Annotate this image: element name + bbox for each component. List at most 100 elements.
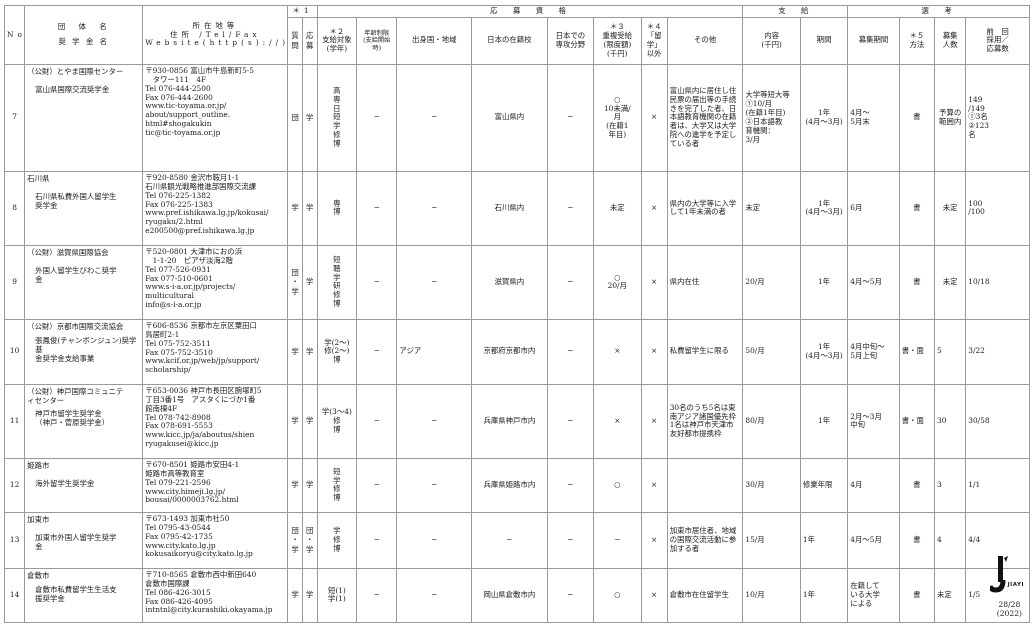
header-kikan: 期間 <box>799 16 849 65</box>
row-no: 13 <box>3 511 26 569</box>
header-org-line2: 奨 学 金 名 <box>58 36 109 46</box>
houhou-cell: 書 <box>898 63 936 172</box>
shusshin-cell: − <box>396 63 473 172</box>
page-footer: 28/28 (2022) <box>996 599 1022 618</box>
address-cell: 〒710-8565 倉敷市西中新田640 倉敷市国際課 Tel 086-426-… <box>142 567 289 623</box>
taisho-cell: 学(3～4) 修 博 <box>316 383 358 459</box>
scholarship-name: 張鳳俊(チャンボンジュン)奨学基 金奨学金支給事業 <box>35 335 137 363</box>
oubo-cell: 学 <box>301 567 318 623</box>
header-shikyu-taisho: ＊２ 支給対象 (学年) <box>316 16 358 65</box>
senkou-cell: − <box>546 383 595 459</box>
oubo-cell: 学 <box>301 318 318 385</box>
org-cell: （公財）神戸国際コミュニテ ィセンター 神戸市留学生奨学金 （神戸・菅原奨学金） <box>24 383 144 459</box>
org-cell: 加東市 加東市外国人留学生奨学 金 <box>24 511 144 569</box>
header-sonota: その他 <box>666 16 744 65</box>
shusshin-cell: − <box>396 244 473 320</box>
row-no: 14 <box>3 567 26 623</box>
shitsumon-cell: 学 <box>287 567 303 623</box>
naiyou-cell: 50/月 <box>742 318 801 385</box>
header-ryugaku: ＊４ 「留学」 以外 <box>640 16 668 65</box>
naiyou-cell: 30/月 <box>742 457 801 513</box>
ryugaku-cell: × <box>640 244 668 320</box>
zenkai-cell: 4/4 <box>965 511 1030 569</box>
ninzu-cell: 3 <box>934 457 967 513</box>
ninzu-cell: 未定 <box>934 244 967 320</box>
row-no: 10 <box>3 318 26 385</box>
sonota-cell: 倉敷市在住留学生 <box>666 567 744 623</box>
nenrei-cell: − <box>356 244 398 320</box>
boshu-kikan-cell: 4月中旬～ 5月上旬 <box>847 318 900 385</box>
boshu-kikan-cell: 6月 <box>847 170 900 246</box>
choufuku-cell: ○ 10未満/ 月 (在籍1 年目) <box>593 63 642 172</box>
row-no: 12 <box>3 457 26 513</box>
choufuku-cell: ○ <box>593 567 642 623</box>
ryugaku-cell: × <box>640 318 668 385</box>
row-no: 8 <box>3 170 26 246</box>
houhou-cell: 書 <box>898 244 936 320</box>
ryugaku-cell: × <box>640 170 668 246</box>
header-org-line1: 団 体 名 <box>57 22 110 32</box>
choufuku-cell: ○ <box>593 457 642 513</box>
sonota-cell: 県内の大学等に入学して1年未満の者 <box>666 170 744 246</box>
choufuku-cell: − <box>593 511 642 569</box>
logo-text: JIAYI <box>1007 582 1024 588</box>
header-address-line2: 住所 /Tel/Fax <box>170 29 261 39</box>
org-name: 倉敷市 <box>27 570 50 580</box>
naiyou-cell: 15/月 <box>742 511 801 569</box>
table-body: 7 （公財）とやま国際センター 富山県国際交流奨学金 〒930-0856 富山市… <box>3 63 1030 623</box>
sonota-cell: 私費留学生に限る <box>666 318 744 385</box>
scholarship-name: 神戸市留学生奨学金 （神戸・菅原奨学金） <box>35 408 110 427</box>
boshu-kikan-cell: 4月～5月 <box>847 244 900 320</box>
table-row: 12 姫路市 海外留学生奨学金 〒670-8501 姫路市安田4-1 姫路市高等… <box>3 457 1030 513</box>
header-shikyu: 支 給 <box>742 5 849 18</box>
kikan-cell: 1年 (4月～3月) <box>799 170 849 246</box>
address-cell: 〒920-8580 金沢市鞍月1-1 石川県観光戦略推進部国際交流課 Tel 0… <box>142 170 289 246</box>
naiyou-cell: 大学等短大等 ①10/月 (在籍1年目) ②日本語教 育機関： 3/月 <box>742 63 801 172</box>
header-no: No. <box>3 5 26 65</box>
nenrei-cell: − <box>356 567 398 623</box>
scholarship-name: 石川県私費外国人留学生 奨学金 <box>35 191 117 210</box>
zaiseki-cell: 兵庫県姫路市内 <box>471 457 548 513</box>
address-cell: 〒606-8536 京都市左京区粟田口 鳥居町2-1 Tel 075-752-3… <box>142 318 289 385</box>
header-zenkai: 前 回 採用／ 応募数 <box>965 16 1030 65</box>
zaiseki-cell: 岡山県倉敷市内 <box>471 567 548 623</box>
zenkai-cell: 100 /100 <box>965 170 1030 246</box>
address-cell: 〒930-0856 富山市牛島新町5-5 タワー111 4F Tel 076-4… <box>142 63 289 172</box>
taisho-cell: 高 専 日 短 学 修 博 <box>316 63 358 172</box>
address-cell: 〒670-8501 姫路市安田4-1 姫路市高等教育室 Tel 079-221-… <box>142 457 289 513</box>
shitsumon-cell: 学 <box>287 318 303 385</box>
jiayi-logo: JIAYI <box>984 556 1024 596</box>
zenkai-cell: 30/58 <box>965 383 1030 459</box>
scholarship-name: 海外留学生奨学金 <box>35 478 95 488</box>
scholarship-name: 倉敷市私費留学生生活支 援奨学金 <box>35 584 117 603</box>
shitsumon-cell: 団 <box>287 63 303 172</box>
org-name: 姫路市 <box>27 460 50 470</box>
oubo-cell: 団 ・ 学 <box>301 511 318 569</box>
houhou-cell: 書・面 <box>898 318 936 385</box>
header-note1: ＊1 <box>287 5 318 18</box>
address-cell: 〒520-0801 大津市におの浜 1-1-20 ピアザ淡海2階 Tel 077… <box>142 244 289 320</box>
table-row: 9 （公財）滋賀県国際協会 外国人留学生びわこ奨学 金 〒520-0801 大津… <box>3 244 1030 320</box>
org-name: （公財）神戸国際コミュニテ ィセンター <box>27 386 124 405</box>
org-name: （公財）滋賀県国際協会 <box>27 247 109 257</box>
taisho-cell: 専 博 <box>316 170 358 246</box>
zaiseki-cell: − <box>471 511 548 569</box>
kikan-cell: 1年 <box>799 244 849 320</box>
header-address-line1: 所在地等 <box>192 20 239 30</box>
header-address-line3: Website(http(s)://)/Email <box>145 38 287 48</box>
address-cell: 〒653-0036 神戸市長田区腕塚町5 丁目3番1号 アスタくにづか1番 館南… <box>142 383 289 459</box>
zenkai-cell: 149 /149 ①3名 ②123 名 <box>965 63 1030 172</box>
table-row: 14 倉敷市 倉敷市私費留学生生活支 援奨学金 〒710-8565 倉敷市西中新… <box>3 567 1030 623</box>
houhou-cell: 書 <box>898 511 936 569</box>
kikan-cell: 1年 (4月～3月) <box>799 318 849 385</box>
ninzu-cell: 30 <box>934 383 967 459</box>
table-row: 10 （公財）京都市国際交流協会 張鳳俊(チャンボンジュン)奨学基 金奨学金支給… <box>3 318 1030 385</box>
shitsumon-cell: 団 ・ 学 <box>287 244 303 320</box>
j-logo-icon <box>990 556 1008 593</box>
ryugaku-cell: × <box>640 457 668 513</box>
kikan-cell: 1年 <box>799 383 849 459</box>
taisho-cell: 短 聴 学 研 修 博 <box>316 244 358 320</box>
shitsumon-cell: 団 ・ 学 <box>287 511 303 569</box>
org-cell: 姫路市 海外留学生奨学金 <box>24 457 144 513</box>
